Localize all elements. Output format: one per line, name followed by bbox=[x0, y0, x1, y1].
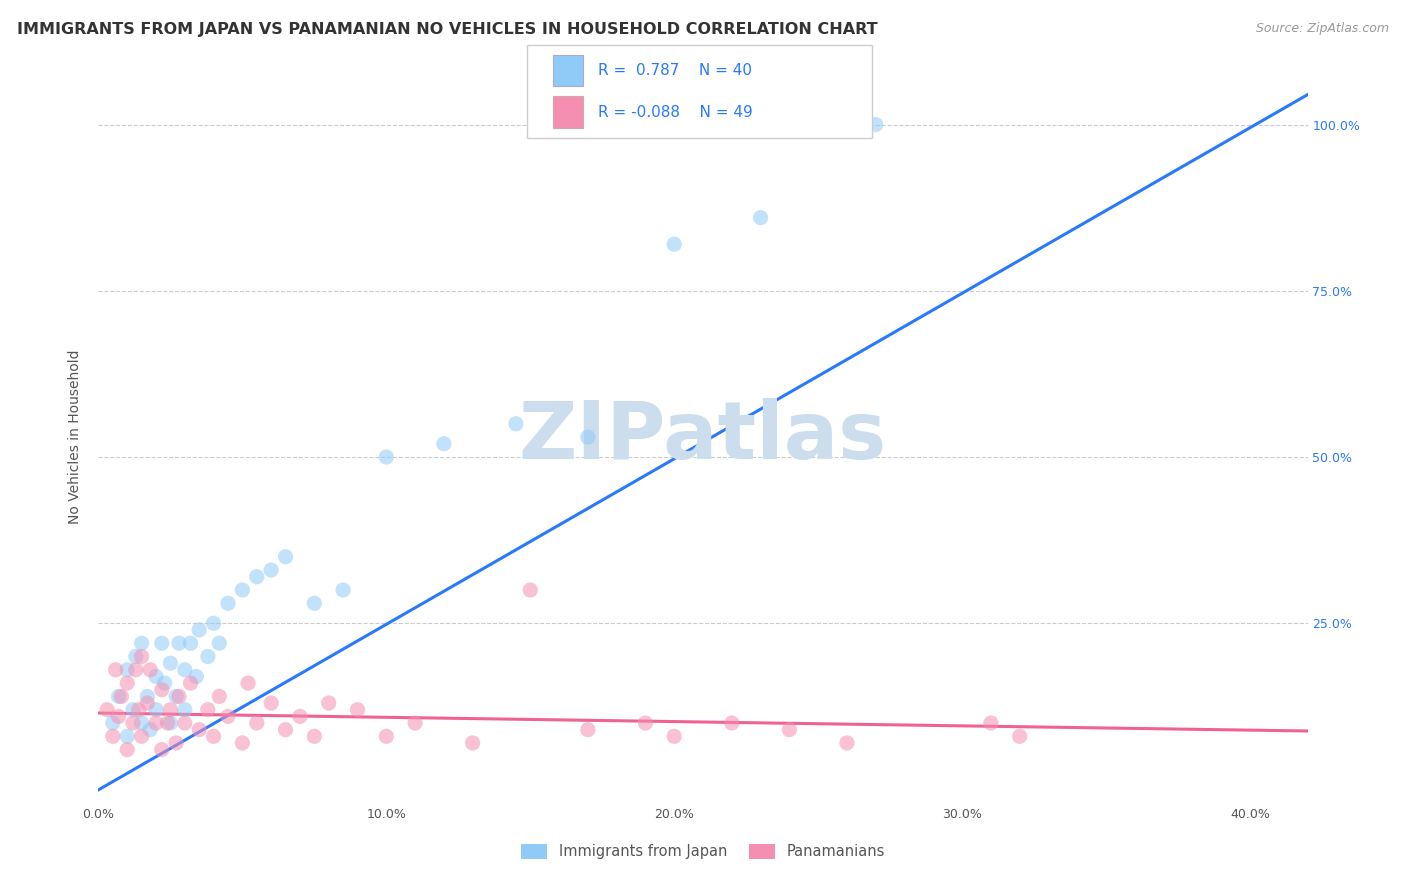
Point bbox=[202, 729, 225, 743]
Point bbox=[150, 682, 173, 697]
Point bbox=[125, 663, 148, 677]
Point bbox=[159, 716, 181, 731]
Text: R =  0.787    N = 40: R = 0.787 N = 40 bbox=[598, 63, 752, 78]
Point bbox=[576, 723, 599, 737]
Point bbox=[159, 656, 181, 670]
Point bbox=[208, 690, 231, 704]
Point bbox=[576, 430, 599, 444]
Point bbox=[332, 582, 354, 597]
Point bbox=[150, 742, 173, 756]
Point bbox=[180, 636, 202, 650]
Point bbox=[208, 636, 231, 650]
Point bbox=[980, 716, 1002, 731]
Point bbox=[188, 623, 211, 637]
Point bbox=[173, 703, 195, 717]
Point bbox=[217, 596, 239, 610]
Point bbox=[115, 742, 138, 756]
Point bbox=[778, 723, 800, 737]
Point bbox=[461, 736, 484, 750]
Point bbox=[433, 436, 456, 450]
Point bbox=[167, 690, 190, 704]
Point bbox=[131, 636, 153, 650]
Point bbox=[122, 703, 145, 717]
Point bbox=[505, 417, 527, 431]
Point bbox=[202, 616, 225, 631]
Point bbox=[110, 690, 132, 704]
Point bbox=[115, 663, 138, 677]
Text: IMMIGRANTS FROM JAPAN VS PANAMANIAN NO VEHICLES IN HOUSEHOLD CORRELATION CHART: IMMIGRANTS FROM JAPAN VS PANAMANIAN NO V… bbox=[17, 22, 877, 37]
Point bbox=[188, 723, 211, 737]
Point bbox=[145, 669, 167, 683]
Point bbox=[115, 676, 138, 690]
Point bbox=[664, 237, 686, 252]
Point bbox=[197, 649, 219, 664]
Y-axis label: No Vehicles in Household: No Vehicles in Household bbox=[69, 350, 83, 524]
Text: ZIPatlas: ZIPatlas bbox=[519, 398, 887, 476]
Point bbox=[107, 709, 129, 723]
Point bbox=[136, 696, 159, 710]
Point bbox=[217, 709, 239, 723]
Point bbox=[125, 649, 148, 664]
Point bbox=[150, 636, 173, 650]
Point bbox=[246, 570, 269, 584]
Point bbox=[101, 729, 124, 743]
Point bbox=[145, 703, 167, 717]
Point bbox=[131, 716, 153, 731]
Point bbox=[145, 716, 167, 731]
Point bbox=[835, 736, 858, 750]
Point bbox=[346, 703, 368, 717]
Point bbox=[274, 723, 297, 737]
Point bbox=[180, 676, 202, 690]
Point bbox=[197, 703, 219, 717]
Text: Source: ZipAtlas.com: Source: ZipAtlas.com bbox=[1256, 22, 1389, 36]
Point bbox=[153, 676, 176, 690]
Point bbox=[101, 716, 124, 731]
Point bbox=[128, 703, 150, 717]
Point bbox=[156, 716, 179, 731]
Point bbox=[288, 709, 311, 723]
Point bbox=[749, 211, 772, 225]
Point bbox=[173, 716, 195, 731]
Point bbox=[664, 729, 686, 743]
Point bbox=[236, 676, 259, 690]
Point bbox=[304, 729, 326, 743]
Point bbox=[173, 663, 195, 677]
Point bbox=[131, 649, 153, 664]
Point bbox=[115, 729, 138, 743]
Point bbox=[136, 690, 159, 704]
Point bbox=[165, 690, 187, 704]
Point bbox=[634, 716, 657, 731]
Text: R = -0.088    N = 49: R = -0.088 N = 49 bbox=[598, 104, 752, 120]
Point bbox=[318, 696, 340, 710]
Point bbox=[246, 716, 269, 731]
Point bbox=[122, 716, 145, 731]
Point bbox=[375, 729, 398, 743]
Point bbox=[404, 716, 426, 731]
Point bbox=[159, 703, 181, 717]
Point bbox=[865, 118, 887, 132]
Point bbox=[231, 736, 253, 750]
Point bbox=[96, 703, 118, 717]
Point bbox=[260, 696, 283, 710]
Point bbox=[519, 582, 541, 597]
Point bbox=[139, 663, 162, 677]
Point bbox=[107, 690, 129, 704]
Point bbox=[1008, 729, 1031, 743]
Point bbox=[274, 549, 297, 564]
Point bbox=[260, 563, 283, 577]
Point bbox=[304, 596, 326, 610]
Point bbox=[167, 636, 190, 650]
Point bbox=[165, 736, 187, 750]
Point bbox=[720, 716, 742, 731]
Point bbox=[131, 729, 153, 743]
Point bbox=[375, 450, 398, 464]
Point bbox=[231, 582, 253, 597]
Point bbox=[186, 669, 208, 683]
Legend: Immigrants from Japan, Panamanians: Immigrants from Japan, Panamanians bbox=[515, 838, 891, 865]
Point bbox=[139, 723, 162, 737]
Point bbox=[104, 663, 127, 677]
